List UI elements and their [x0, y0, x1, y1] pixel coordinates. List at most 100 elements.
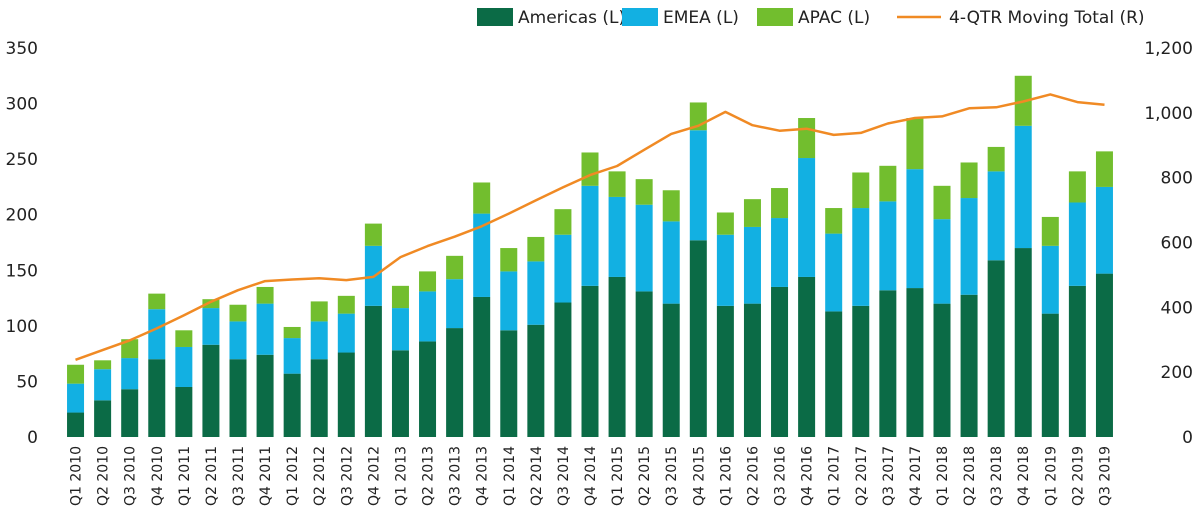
bar-segment-americas — [987, 260, 1005, 437]
bar-segment-americas — [310, 359, 328, 437]
x-axis-tick-label: Q2 2018 — [962, 446, 978, 506]
bar-segment-apac — [391, 285, 409, 309]
bar-segment-emea — [1068, 202, 1086, 286]
x-axis-tick-label: Q1 2012 — [285, 446, 301, 506]
bar-segment-apac — [310, 301, 328, 322]
bar-segment-americas — [635, 291, 653, 437]
bar-segment-apac — [419, 271, 437, 292]
bar-segment-americas — [337, 352, 355, 437]
bar-segment-americas — [960, 294, 978, 437]
x-axis-tick-label: Q2 2010 — [96, 446, 112, 506]
bar-segment-americas — [419, 341, 437, 437]
x-axis-tick-label: Q4 2015 — [691, 446, 707, 506]
bar-segment-americas — [554, 302, 572, 437]
bar-segment-emea — [581, 185, 599, 286]
bar-segment-emea — [987, 171, 1005, 261]
bar-segment-apac — [364, 223, 382, 246]
bar-segment-apac — [960, 162, 978, 199]
bar-segment-emea — [689, 130, 707, 241]
bar-segment-americas — [1014, 248, 1032, 437]
bar-segment-emea — [175, 346, 193, 387]
bar-segment-apac — [933, 185, 951, 220]
bar-segment-apac — [202, 299, 220, 309]
bar-segment-americas — [798, 276, 816, 437]
bar-segment-apac — [852, 172, 870, 209]
right-axis-tick-label: 1,000 — [1144, 104, 1193, 124]
moving-total-line — [75, 93, 1105, 361]
bar-segment-americas — [879, 290, 897, 437]
bar-segment-americas — [148, 359, 166, 437]
bar-segment-emea — [527, 261, 545, 325]
bar-segment-emea — [500, 271, 518, 331]
bar-segment-americas — [1041, 313, 1059, 437]
bar-segment-americas — [175, 386, 193, 437]
legend-label: EMEA (L) — [663, 8, 739, 28]
right-axis-tick-label: 1,200 — [1144, 39, 1193, 59]
bar-segment-americas — [1095, 273, 1113, 437]
bar-segment-emea — [798, 158, 816, 277]
bar-segment-emea — [662, 221, 680, 304]
bar-segment-emea — [202, 308, 220, 345]
bar-segment-emea — [419, 291, 437, 342]
bar-segment-emea — [229, 321, 247, 360]
bar-segment-americas — [662, 303, 680, 437]
x-axis-tick-label: Q4 2013 — [475, 446, 491, 506]
left-axis-tick-label: 50 — [16, 372, 38, 392]
left-axis-tick-label: 300 — [6, 95, 38, 115]
bar-segment-apac — [825, 208, 843, 234]
bar-segment-americas — [771, 286, 789, 437]
x-axis-tick-label: Q1 2017 — [827, 446, 843, 506]
bar-segment-americas — [852, 305, 870, 437]
x-axis-tick-label: Q4 2010 — [150, 446, 166, 506]
bar-segment-emea — [67, 383, 85, 413]
bar-segment-apac — [798, 118, 816, 159]
x-axis-tick-label: Q4 2016 — [800, 446, 816, 506]
bar-segment-americas — [743, 303, 761, 437]
bar-segment-emea — [473, 213, 491, 297]
bar-segment-apac — [716, 212, 734, 235]
left-axis-tick-label: 0 — [27, 428, 38, 448]
bar-segment-apac — [879, 165, 897, 202]
left-axis-tick-label: 200 — [6, 206, 38, 226]
bar-segment-emea — [933, 219, 951, 304]
right-axis-tick-label: 200 — [1161, 363, 1193, 383]
x-axis-tick-label: Q2 2014 — [529, 446, 545, 506]
bar-segment-americas — [1068, 285, 1086, 437]
x-axis-tick-label: Q2 2019 — [1070, 446, 1086, 506]
bar-segment-emea — [283, 338, 301, 374]
x-axis-tick-label: Q3 2019 — [1097, 446, 1113, 506]
x-axis-tick-label: Q3 2011 — [231, 446, 247, 506]
right-axis-tick-label: 600 — [1161, 234, 1193, 254]
bar-segment-emea — [716, 234, 734, 306]
x-axis-tick-label: Q4 2018 — [1016, 446, 1032, 506]
left-axis-tick-label: 350 — [6, 39, 38, 59]
bar-segment-americas — [527, 324, 545, 437]
x-axis-tick-label: Q1 2015 — [610, 446, 626, 506]
bar-segment-apac — [743, 199, 761, 227]
bar-segment-americas — [500, 330, 518, 437]
bar-segment-emea — [94, 369, 112, 401]
x-axis-tick-label: Q3 2015 — [664, 446, 680, 506]
left-axis-tick-label: 150 — [6, 261, 38, 281]
bar-segment-americas — [364, 305, 382, 437]
bar-segment-emea — [310, 321, 328, 360]
bar-segment-apac — [67, 364, 85, 384]
bar-segment-apac — [446, 255, 464, 280]
right-axis-tick-label: 800 — [1161, 169, 1193, 189]
bar-segment-emea — [337, 313, 355, 353]
legend-swatch-emea — [622, 8, 658, 26]
bar-segment-apac — [337, 295, 355, 314]
bar-segment-americas — [229, 359, 247, 437]
bar-segment-emea — [554, 234, 572, 303]
x-axis-tick-label: Q1 2010 — [69, 446, 85, 506]
bar-segment-apac — [987, 146, 1005, 172]
x-axis-tick-label: Q1 2018 — [935, 446, 951, 506]
bar-segment-americas — [121, 389, 139, 437]
x-axis-tick-label: Q3 2013 — [448, 446, 464, 506]
bar-segment-apac — [256, 286, 274, 304]
bar-segment-emea — [121, 358, 139, 390]
x-axis-tick-label: Q2 2012 — [312, 446, 328, 506]
bar-segment-emea — [446, 279, 464, 329]
legend-swatch-apac — [757, 8, 793, 26]
